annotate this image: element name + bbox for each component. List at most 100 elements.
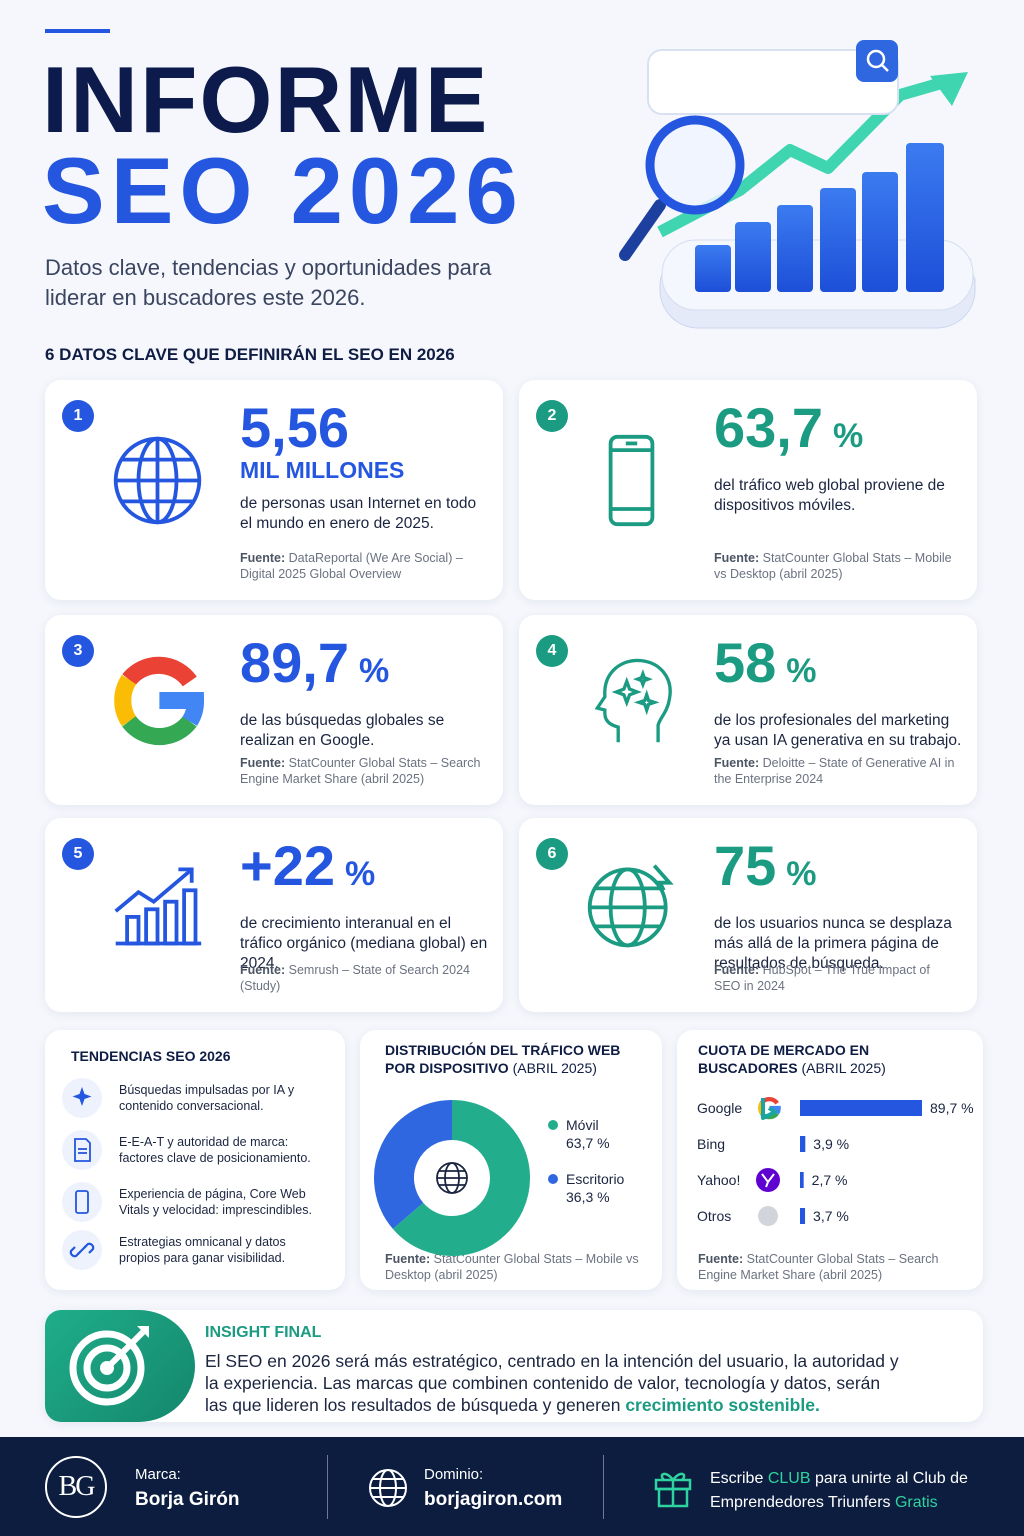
icon-shape — [69, 1330, 145, 1406]
trend-icon — [62, 1230, 102, 1270]
icon-shape — [122, 656, 197, 687]
chart-subtitle: (ABRIL 2025) — [801, 1060, 886, 1076]
icon-shape — [144, 906, 160, 945]
icon-shape — [83, 1344, 131, 1392]
fact-icon — [114, 867, 202, 945]
trend-icon — [62, 1130, 102, 1170]
icon-shape — [881, 64, 889, 72]
fact-unit: % — [359, 652, 390, 690]
value-label: 2,7 % — [812, 1172, 848, 1188]
fact-description: de crecimiento interanual en el tráfico … — [240, 915, 488, 972]
source-text: StatCounter Global Stats – Mobile vs Des… — [714, 551, 952, 581]
fact-value: 89,7% — [240, 633, 490, 701]
icon-shape — [619, 199, 666, 261]
icon-shape — [75, 1190, 89, 1214]
icon-shape — [594, 658, 672, 742]
fact-icon — [587, 863, 674, 947]
fact-icon — [114, 656, 205, 745]
icon-shape — [866, 49, 886, 69]
source-text: Semrush – State of Search 2024 (Study) — [240, 963, 470, 993]
insight-text: El SEO en 2026 será más estratégico, cen… — [205, 1350, 905, 1416]
fact-card: 1 5,56 MIL MILLONES de personas usan Intern… — [45, 380, 503, 600]
fact-text: 58% de los profesionales del marketing ya… — [714, 633, 964, 751]
bar — [800, 1100, 922, 1116]
source-text: HubSpot – The True Impact of SEO in 2024 — [714, 963, 930, 993]
source-text: DataReportal (We Are Social) – Digital 2… — [240, 551, 463, 581]
icon-shape — [83, 1242, 95, 1254]
gift-icon — [654, 1472, 692, 1508]
chart-title-text: DISTRIBUCIÓN DEL TRÁFICO WEB POR DISPOSI… — [385, 1042, 621, 1076]
fact-number: 2 — [536, 400, 568, 432]
globe-icon — [436, 1162, 468, 1194]
icon-shape — [159, 691, 205, 726]
fact-value: 63,7% — [714, 398, 964, 466]
fact-source: Fuente: HubSpot – The True Impact of SEO… — [714, 962, 959, 994]
cta-text: para unirte al Club de Emprendedores Tri… — [710, 1470, 968, 1511]
source-label: Fuente: — [240, 551, 286, 565]
bar — [800, 1172, 804, 1188]
icon-shape — [125, 914, 141, 945]
icon-shape — [369, 1469, 407, 1507]
icon-shape — [608, 434, 655, 526]
divider — [603, 1455, 604, 1519]
brand-label: Marca: — [135, 1466, 181, 1483]
domain-label: Dominio: — [424, 1466, 484, 1483]
fact-card: 2 63,7% del tráfico web global proviene de… — [519, 380, 977, 600]
fact-text: +22% de crecimiento interanual en el tráf… — [240, 836, 490, 974]
icon-shape — [122, 715, 197, 745]
icon-shape — [62, 1182, 102, 1222]
engine-logo — [761, 1098, 777, 1120]
fact-value: +22% — [240, 836, 490, 904]
target-icon — [69, 1326, 149, 1406]
icon-shape — [930, 72, 968, 106]
fact-source: Fuente: DataReportal (We Are Social) – D… — [240, 550, 485, 582]
fact-icon — [113, 436, 202, 524]
fact-text: 63,7% del tráfico web global proviene de … — [714, 398, 964, 516]
value-label: 89,7 % — [930, 1100, 974, 1116]
trend-item: Estrategias omnicanal y datos propios pa… — [119, 1235, 286, 1265]
icon-shape — [695, 143, 944, 292]
fact-text: 89,7% de las búsquedas globales se realiz… — [240, 633, 490, 751]
fact-number: 6 — [536, 838, 568, 870]
chart-title: DISTRIBUCIÓN DEL TRÁFICO WEB POR DISPOSI… — [385, 1041, 645, 1077]
fact-number-value: 63,7 — [714, 396, 823, 459]
fact-number-value: 5,56 — [240, 396, 349, 459]
icon-shape — [72, 1087, 92, 1106]
icon-shape — [608, 434, 655, 526]
icon-shape — [114, 656, 205, 745]
icon-shape — [137, 1326, 149, 1338]
fact-description: de personas usan Internet en todo el mun… — [240, 495, 477, 532]
value-label: 36,3 % — [566, 1189, 610, 1205]
icon-shape — [74, 1138, 91, 1162]
chart-source: Fuente: StatCounter Global Stats – Mobil… — [385, 1251, 645, 1283]
fact-card: 4 58% de los profesionales del marketing y… — [519, 615, 977, 805]
fact-description: de los usuarios nunca se desplaza más al… — [714, 915, 952, 972]
trend-item: Experiencia de página, Core Web Vitals y… — [119, 1187, 312, 1217]
fact-text: 5,56 MIL MILLONES de personas usan Interne… — [240, 398, 490, 534]
icon-shape — [652, 863, 674, 891]
bar-category: Otros — [697, 1208, 731, 1224]
donut-segment — [392, 1100, 530, 1256]
icon-shape — [758, 1206, 778, 1226]
icon-shape — [77, 1245, 87, 1255]
icon-shape — [114, 867, 193, 913]
icon-shape — [654, 1472, 692, 1508]
source-text: StatCounter Global Stats – Mobile vs Des… — [385, 1252, 639, 1282]
bar-category: Yahoo! — [697, 1172, 740, 1188]
insight-body: El SEO en 2026 será más estratégico, cen… — [205, 1351, 899, 1415]
title-line-1: INFORME — [42, 47, 490, 152]
value-label: 63,7 % — [566, 1135, 610, 1151]
logo: BG — [45, 1456, 107, 1518]
bar — [800, 1208, 806, 1224]
fact-unit: % — [833, 417, 864, 455]
source-label: Fuente: — [714, 963, 760, 977]
donut-chart: Móvil 63,7 % Escritorio 36,3 % — [374, 1100, 625, 1256]
globe-icon — [369, 1469, 407, 1507]
insight-icon-bg — [45, 1310, 195, 1422]
fact-value: 5,56 MIL MILLONES — [240, 398, 490, 484]
icon-shape — [595, 886, 660, 928]
fact-unit: % — [345, 855, 376, 893]
trend-icon — [62, 1078, 102, 1118]
icon-shape — [69, 1242, 95, 1258]
